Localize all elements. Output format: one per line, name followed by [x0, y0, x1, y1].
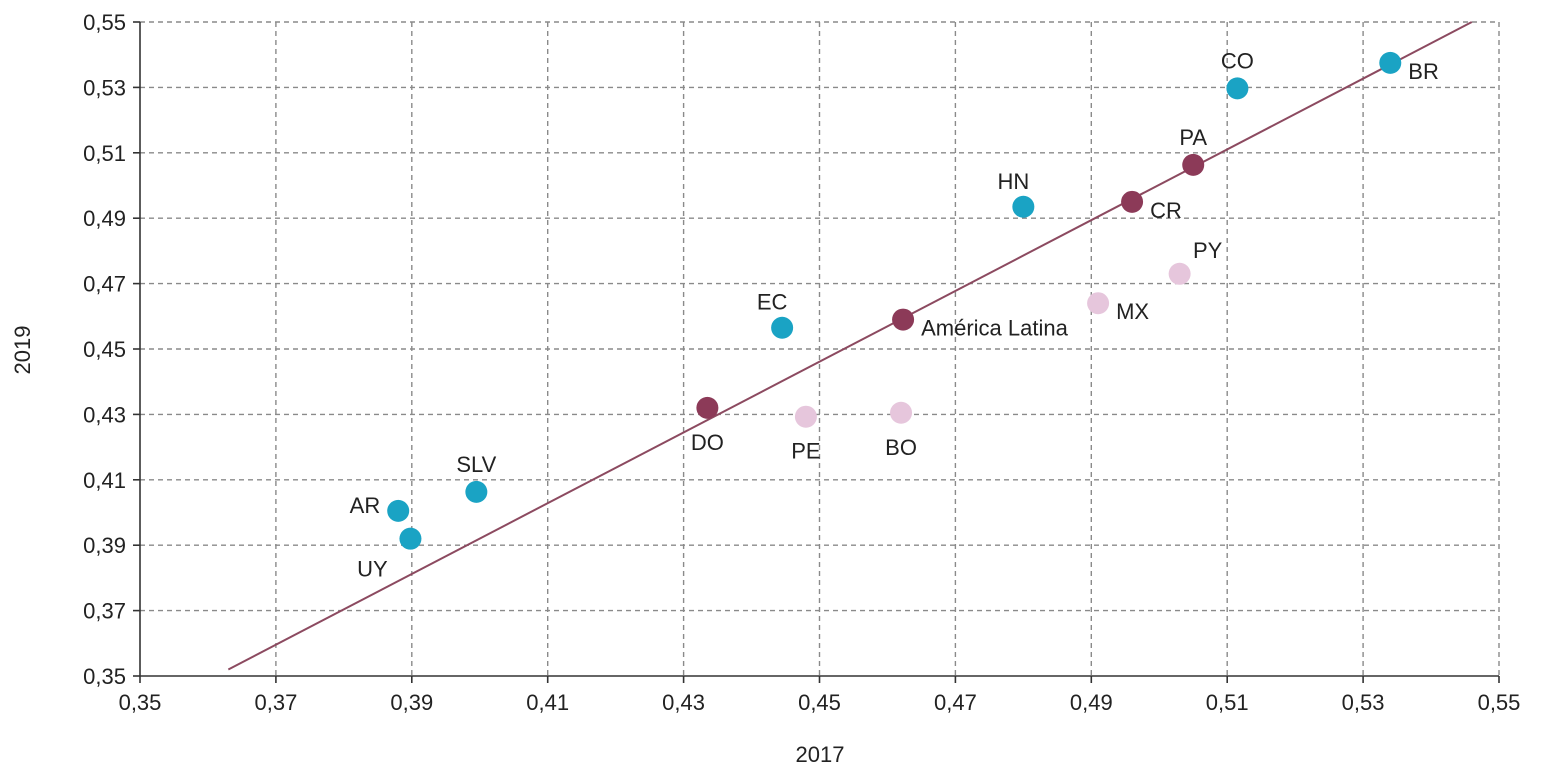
point-label: HN — [997, 169, 1029, 194]
y-tick-label: 0,55 — [83, 10, 126, 35]
y-tick-label: 0,43 — [83, 402, 126, 427]
point-label: BO — [885, 435, 917, 460]
point-ar — [387, 499, 410, 522]
point-label: CR — [1150, 198, 1182, 223]
tick-labels: 0,35 0,37 0,39 0,41 0,43 0,45 0,47 0,49 0,51 0,53… — [83, 10, 1520, 715]
y-tick-label: 0,45 — [83, 337, 126, 362]
point-bo — [890, 401, 913, 424]
x-tick-label: 0,37 — [254, 690, 297, 715]
x-tick-label: 0,55 — [1478, 690, 1521, 715]
point-py — [1168, 262, 1191, 285]
x-axis-title: 2017 — [796, 742, 845, 767]
point-labels: AR UY SLV EC HN CO BR DO América Latina CR PA PE BO M… — [350, 48, 1439, 581]
x-tick-label: 0,53 — [1342, 690, 1385, 715]
point-label: MX — [1116, 299, 1149, 324]
point-label: SLV — [456, 452, 496, 477]
point-uy — [399, 527, 422, 550]
y-tick-label: 0,37 — [83, 599, 126, 624]
x-tick-label: 0,41 — [526, 690, 569, 715]
point-slv — [465, 480, 488, 503]
point-label: PA — [1179, 125, 1207, 150]
y-tick-label: 0,49 — [83, 206, 126, 231]
point-pa — [1182, 153, 1205, 176]
grid-lines — [140, 21, 1500, 676]
x-tick-label: 0,51 — [1206, 690, 1249, 715]
point-label: EC — [757, 290, 788, 315]
x-tick-label: 0,35 — [119, 690, 162, 715]
y-tick-label: 0,53 — [83, 75, 126, 100]
y-tick-label: 0,41 — [83, 468, 126, 493]
x-tick-label: 0,47 — [934, 690, 977, 715]
point-label: PY — [1193, 238, 1223, 263]
y-tick-label: 0,35 — [83, 664, 126, 689]
point-label: AR — [350, 493, 381, 518]
axes — [133, 21, 1500, 683]
point-cr — [1121, 190, 1144, 213]
point-label: PE — [791, 439, 820, 464]
point-label: América Latina — [921, 316, 1069, 341]
y-tick-label: 0,47 — [83, 272, 126, 297]
reference-line-group — [227, 21, 1473, 671]
point-co — [1226, 77, 1249, 100]
y-axis-title: 2019 — [10, 326, 35, 375]
point-label: UY — [357, 557, 388, 582]
x-tick-label: 0,39 — [390, 690, 433, 715]
point-ec — [771, 316, 794, 339]
point-br — [1379, 51, 1402, 74]
reference-line — [227, 21, 1473, 671]
y-tick-label: 0,39 — [83, 533, 126, 558]
point-mx — [1087, 292, 1110, 315]
data-points — [387, 51, 1402, 550]
point-label: DO — [691, 430, 724, 455]
x-tick-label: 0,45 — [798, 690, 841, 715]
point-label: CO — [1221, 48, 1254, 73]
point-do — [696, 396, 719, 419]
point-pe — [794, 405, 817, 428]
y-tick-label: 0,51 — [83, 141, 126, 166]
x-tick-label: 0,49 — [1070, 690, 1113, 715]
x-tick-label: 0,43 — [662, 690, 705, 715]
point-américa-latina — [892, 308, 915, 331]
point-label: BR — [1408, 59, 1439, 84]
point-hn — [1012, 195, 1035, 218]
